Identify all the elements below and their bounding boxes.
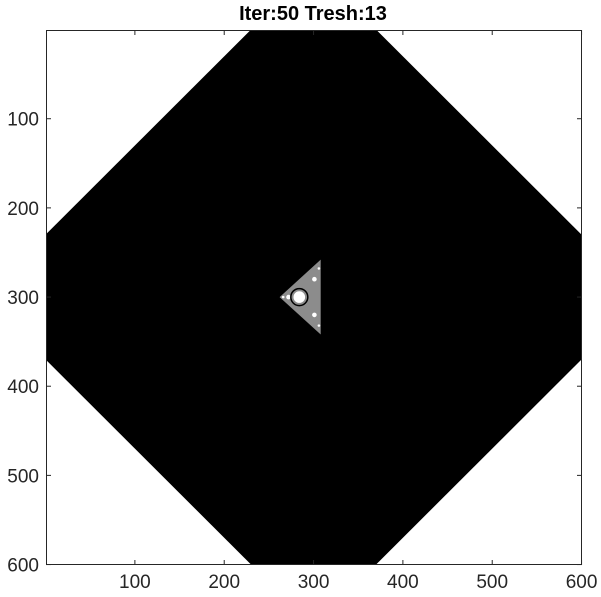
fractal-bulb (281, 295, 285, 299)
fractal-bulb (312, 312, 317, 318)
fractal-bulb (312, 276, 317, 282)
y-tick-label: 500 (7, 466, 39, 487)
y-tick-label: 200 (7, 199, 39, 220)
x-tick-label: 600 (566, 572, 598, 593)
x-axis-ticks: 100 200 300 400 500 600 (119, 30, 597, 593)
y-tick-label: 300 (7, 288, 39, 309)
fractal-inner-cluster (279, 259, 321, 335)
x-tick-label: 300 (298, 572, 330, 593)
y-tick-label: 400 (7, 377, 39, 398)
x-tick-label: 500 (476, 572, 508, 593)
y-axis-ticks: 100 200 300 400 500 600 (7, 110, 582, 577)
fractal-bulb (317, 324, 321, 327)
x-tick-label: 100 (119, 572, 151, 593)
plot-area (46, 30, 582, 565)
x-tick-label: 400 (387, 572, 419, 593)
chart-title: Iter:50 Tresh:13 (239, 3, 387, 25)
x-tick-label: 200 (208, 572, 240, 593)
fractal-bulb (317, 267, 321, 270)
fractal-bulb (293, 291, 306, 303)
fractal-bulb (286, 294, 291, 300)
y-tick-label: 600 (7, 556, 39, 577)
y-tick-label: 100 (7, 110, 39, 131)
fractal-bulb-ring (290, 287, 309, 307)
